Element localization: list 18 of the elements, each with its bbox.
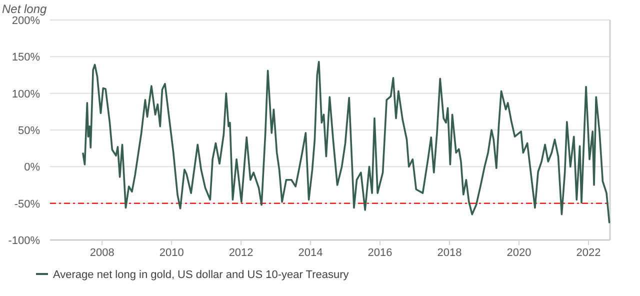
y-tick-label: 150% xyxy=(12,52,40,64)
x-tick-label: 2008 xyxy=(90,247,114,259)
y-axis-title: Net long xyxy=(2,2,48,16)
x-tick-label: 2012 xyxy=(228,247,254,259)
y-tick-label: 0% xyxy=(24,162,40,174)
y-tick-label: 100% xyxy=(12,88,40,100)
line-series xyxy=(82,60,610,224)
y-tick-label: -100% xyxy=(8,235,40,247)
x-tick-label: 2014 xyxy=(298,247,323,259)
y-tick-label: 50% xyxy=(18,125,40,137)
y-tick-label: 200% xyxy=(12,15,40,27)
x-tick-label: 2010 xyxy=(159,247,184,259)
legend-label: Average net long in gold, US dollar and US 10-year Treasury xyxy=(53,269,350,281)
x-tick-label: 2020 xyxy=(506,247,532,259)
y-tick-label: -50% xyxy=(14,198,40,210)
x-tick-label: 2018 xyxy=(437,247,462,259)
x-tick-label: 2016 xyxy=(368,247,392,259)
x-tick-label: 2022 xyxy=(576,247,601,259)
